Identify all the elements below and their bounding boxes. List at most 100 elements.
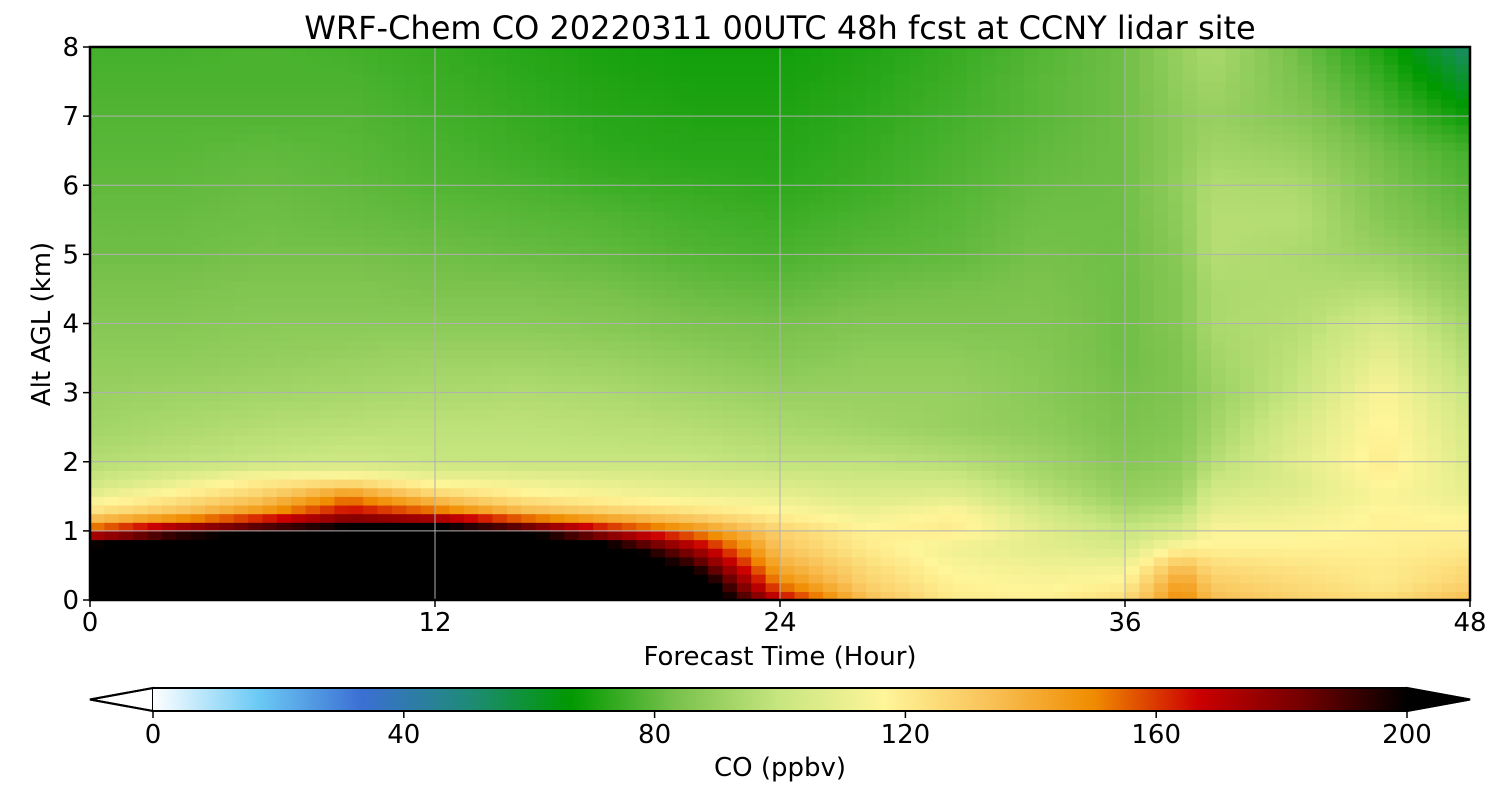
heatmap-cell (550, 297, 565, 307)
heatmap-cell (435, 513, 450, 523)
heatmap-cell (420, 556, 436, 567)
heatmap-cell (305, 444, 321, 454)
heatmap-cell (521, 530, 537, 541)
heatmap-cell (406, 193, 422, 204)
heatmap-cell (851, 392, 867, 402)
heatmap-cell (550, 263, 565, 273)
heatmap-cell (578, 513, 594, 523)
heatmap-cell (449, 392, 465, 402)
heatmap-cell (535, 314, 551, 325)
heatmap-cell (895, 565, 910, 575)
heatmap-cell (521, 332, 537, 342)
heatmap-cell (578, 487, 594, 497)
heatmap-cell (391, 349, 407, 359)
heatmap-cell (1024, 202, 1040, 212)
heatmap-cell (1024, 81, 1040, 91)
heatmap-cell (578, 548, 594, 558)
heatmap-cell (736, 539, 752, 549)
heatmap-cell (1182, 167, 1198, 178)
heatmap-cell (435, 556, 450, 567)
heatmap-cell (621, 98, 637, 109)
heatmap-cell (564, 288, 580, 299)
heatmap-cell (104, 245, 120, 255)
heatmap-cell (1053, 487, 1069, 497)
heatmap-cell (1182, 245, 1198, 255)
heatmap-cell (966, 98, 982, 109)
heatmap-cell (176, 556, 192, 567)
heatmap-cell (1153, 133, 1169, 143)
heatmap-cell (564, 306, 580, 316)
heatmap-cell (550, 254, 565, 264)
heatmap-cell (808, 496, 824, 506)
heatmap-cell (463, 375, 479, 385)
heatmap-cell (923, 453, 939, 463)
heatmap-cell (262, 72, 278, 83)
heatmap-cell (995, 185, 1011, 195)
heatmap-cell (794, 254, 810, 264)
heatmap-cell (880, 427, 896, 437)
heatmap-cell (564, 349, 580, 359)
heatmap-cell (578, 461, 594, 471)
heatmap-cell (233, 167, 249, 178)
heatmap-cell (938, 358, 954, 368)
heatmap-cell (391, 263, 407, 273)
heatmap-cell (593, 254, 609, 264)
heatmap-cell (449, 211, 465, 221)
heatmap-cell (435, 479, 450, 489)
heatmap-cell (506, 81, 522, 91)
heatmap-cell (205, 332, 220, 342)
heatmap-cell (665, 237, 680, 247)
heatmap-cell (1168, 98, 1184, 109)
heatmap-cell (377, 582, 393, 592)
heatmap-cell (420, 539, 436, 549)
heatmap-cell (147, 392, 163, 402)
heatmap-cell (1110, 522, 1126, 532)
heatmap-cell (219, 47, 235, 57)
heatmap-cell (1168, 444, 1184, 454)
heatmap-cell (1024, 522, 1040, 532)
heatmap-cell (377, 219, 393, 230)
heatmap-cell (1038, 470, 1054, 480)
heatmap-cell (578, 124, 594, 135)
heatmap-cell (808, 591, 824, 600)
heatmap-cell (492, 470, 508, 480)
heatmap-cell (823, 237, 839, 247)
heatmap-cell (880, 366, 896, 376)
heatmap-cell (1153, 280, 1169, 290)
heatmap-cell (276, 133, 292, 143)
heatmap-cell (420, 548, 436, 558)
heatmap-cell (837, 435, 853, 446)
heatmap-cell (808, 176, 824, 186)
heatmap-cell (506, 427, 522, 437)
heatmap-cell (348, 392, 364, 402)
heatmap-cell (593, 513, 609, 523)
heatmap-cell (650, 81, 666, 91)
heatmap-cell (708, 453, 724, 463)
heatmap-cell (535, 323, 551, 333)
heatmap-cell (147, 461, 163, 471)
heatmap-cell (118, 435, 134, 446)
heatmap-cell (952, 150, 968, 160)
heatmap-cell (952, 418, 968, 428)
heatmap-cell (276, 271, 292, 281)
heatmap-cell (262, 349, 278, 359)
heatmap-cell (1139, 90, 1155, 100)
heatmap-cell (1139, 124, 1155, 135)
heatmap-cell (823, 366, 839, 376)
heatmap-cell (176, 193, 192, 204)
heatmap-cell (1024, 124, 1040, 135)
heatmap-cell (1067, 323, 1083, 333)
heatmap-cell (837, 574, 853, 584)
heatmap-cell (1010, 556, 1025, 567)
heatmap-cell (1196, 288, 1212, 299)
heatmap-cell (550, 539, 565, 549)
heatmap-cell (722, 211, 738, 221)
heatmap-cell (492, 280, 508, 290)
heatmap-cell (377, 185, 393, 195)
heatmap-cell (895, 409, 910, 420)
heatmap-cell (1110, 90, 1126, 100)
heatmap-cell (679, 479, 695, 489)
heatmap-cell (348, 228, 364, 238)
heatmap-cell (1125, 427, 1140, 437)
heatmap-cell (334, 159, 350, 169)
